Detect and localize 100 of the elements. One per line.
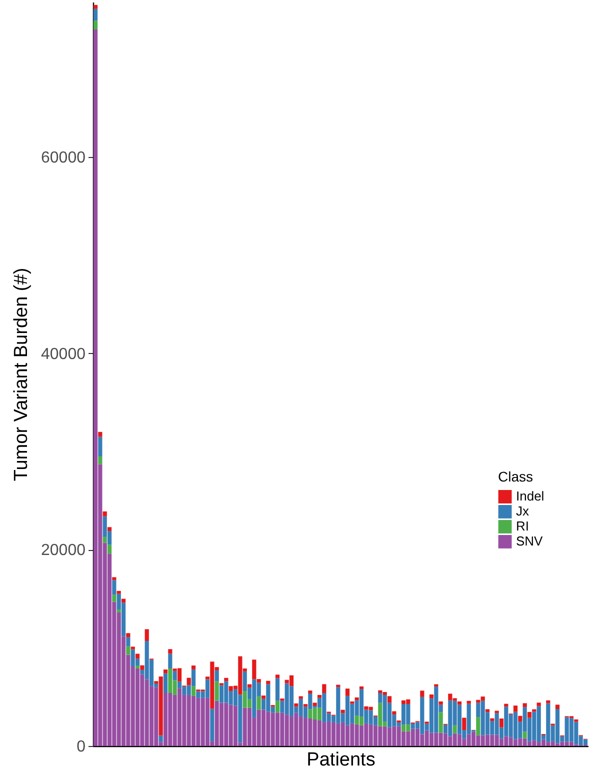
bar: [261, 710, 266, 746]
bar: [471, 732, 476, 746]
bar: [219, 702, 224, 746]
bar: [317, 720, 322, 746]
bar: [168, 654, 172, 668]
bar: [158, 735, 163, 742]
bar: [214, 670, 219, 682]
bar: [93, 20, 98, 30]
y-tick-label: 20000: [41, 542, 86, 560]
bar: [135, 668, 140, 746]
bar: [116, 590, 121, 594]
bar: [172, 670, 177, 680]
bar: [303, 704, 308, 707]
bar: [112, 577, 116, 580]
bar: [163, 692, 168, 746]
bar: [452, 725, 457, 734]
bar: [126, 637, 130, 646]
bar: [135, 666, 140, 668]
bar: [345, 725, 350, 746]
bar: [210, 708, 214, 742]
bar: [275, 700, 280, 713]
bar: [401, 724, 406, 732]
bar: [536, 702, 541, 706]
bar: [438, 701, 443, 705]
bar: [280, 698, 284, 701]
bar: [546, 700, 550, 704]
bar: [107, 527, 112, 532]
bar: [102, 511, 107, 516]
bar: [102, 536, 107, 543]
bar: [415, 728, 420, 746]
bar: [219, 685, 224, 703]
bar: [513, 706, 518, 712]
bar: [289, 686, 294, 717]
bar: [186, 678, 191, 686]
bar: [359, 725, 364, 746]
bar: [457, 701, 462, 705]
bar: [555, 708, 560, 744]
bar: [116, 610, 121, 613]
bar: [574, 719, 578, 722]
bar: [345, 688, 350, 696]
bar: [233, 706, 238, 746]
bar: [513, 739, 518, 746]
bar: [569, 718, 574, 742]
bar: [485, 709, 490, 712]
bar: [555, 743, 560, 746]
bar: [98, 436, 102, 456]
bar: [93, 8, 98, 21]
bar: [522, 703, 527, 708]
legend-label: RI: [516, 518, 529, 534]
bar: [387, 696, 392, 703]
bar: [527, 741, 532, 746]
bar: [490, 718, 494, 721]
y-tick-label: 60000: [41, 150, 86, 167]
bar: [247, 708, 252, 746]
bar: [541, 739, 546, 746]
y-tick-label: 40000: [41, 346, 86, 363]
bar: [177, 688, 182, 746]
bar: [583, 739, 588, 746]
bar: [93, 29, 98, 746]
y-axis-title: Tumor Variant Burden (#): [11, 268, 32, 482]
bar: [163, 669, 168, 674]
bar: [135, 654, 140, 659]
bar: [256, 696, 261, 710]
x-axis-title: Patients: [306, 750, 376, 770]
bar: [359, 716, 364, 726]
bar: [303, 718, 308, 746]
bar: [401, 704, 406, 725]
bar: [443, 733, 448, 746]
bar: [457, 734, 462, 746]
bar: [359, 686, 364, 690]
bar: [191, 666, 196, 670]
bar: [163, 673, 168, 693]
bar: [476, 717, 480, 736]
bar: [429, 732, 434, 746]
bar: [513, 712, 518, 740]
bar: [429, 694, 434, 698]
bar: [191, 696, 196, 746]
bar: [130, 646, 135, 650]
bar: [457, 704, 462, 734]
bar: [93, 4, 98, 9]
bar: [214, 681, 219, 701]
bar: [499, 738, 504, 746]
bar: [275, 712, 280, 746]
bar: [555, 704, 560, 709]
bar: [298, 696, 303, 699]
bar: [317, 694, 322, 698]
bar: [345, 696, 350, 726]
bar: [485, 734, 490, 746]
bar: [289, 675, 294, 686]
bar: [387, 727, 392, 746]
bar: [191, 686, 196, 696]
bar: [308, 690, 312, 694]
bar: [126, 633, 130, 638]
bar: [275, 678, 280, 701]
legend-title: Class: [498, 468, 534, 485]
legend-label: SNV: [516, 534, 544, 549]
bar: [527, 712, 532, 718]
bar: [126, 646, 130, 655]
legend-label: Jx: [516, 504, 530, 519]
bar: [107, 544, 112, 554]
